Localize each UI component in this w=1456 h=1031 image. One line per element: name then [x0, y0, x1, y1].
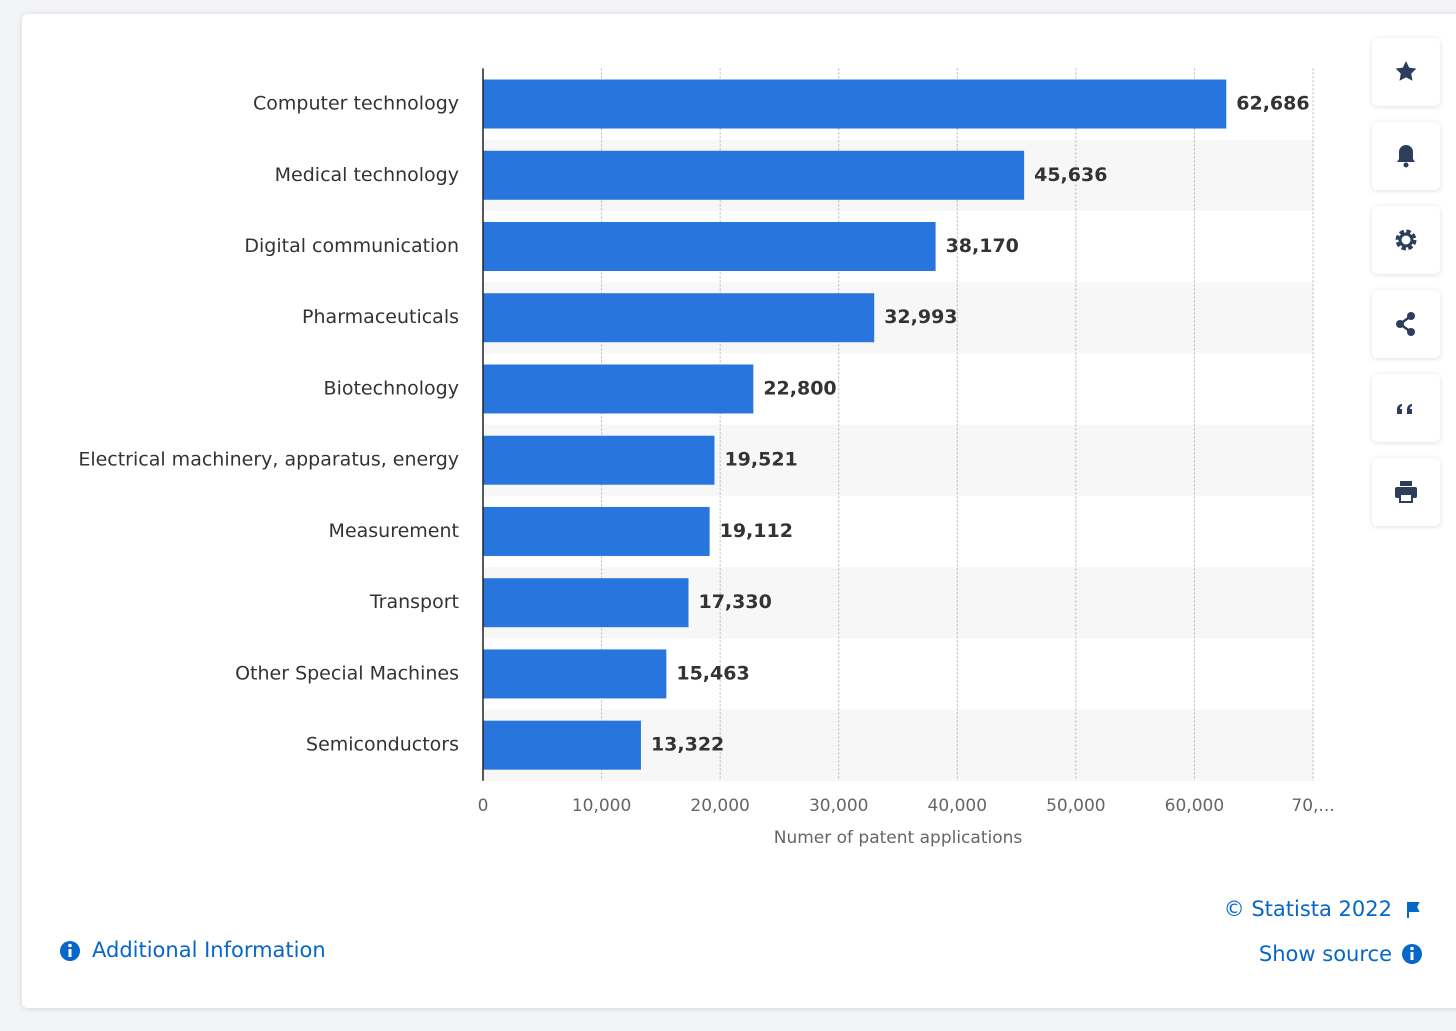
bar [483, 150, 1025, 200]
category-label: Computer technology [253, 93, 459, 115]
x-tick-label: 70,... [1291, 796, 1334, 816]
bar [483, 435, 715, 485]
value-label: 62,686 [1236, 93, 1309, 115]
value-label: 22,800 [763, 377, 836, 399]
bar [483, 222, 936, 271]
category-label: Digital communication [244, 235, 459, 257]
value-label: 15,463 [676, 662, 749, 684]
x-tick-label: 20,000 [690, 796, 749, 816]
show-source-link[interactable]: Show source [1259, 942, 1422, 966]
bar [483, 578, 689, 628]
x-axis-title: Numer of patent applications [774, 828, 1023, 848]
category-label: Semiconductors [306, 734, 459, 756]
value-label: 19,112 [720, 520, 793, 542]
value-label: 38,170 [946, 235, 1019, 257]
sidebar [1372, 38, 1440, 526]
bar [483, 293, 875, 343]
category-label: Pharmaceuticals [302, 306, 459, 328]
print-button[interactable] [1372, 458, 1440, 526]
category-label: Electrical machinery, apparatus, energy [78, 449, 459, 471]
settings-button[interactable] [1372, 206, 1440, 274]
x-tick-label: 60,000 [1165, 796, 1224, 816]
show-source: Show source [1259, 942, 1392, 966]
share-button[interactable] [1372, 290, 1440, 358]
notification-button[interactable] [1372, 122, 1440, 190]
x-tick-label: 0 [478, 796, 489, 816]
favorite-button[interactable] [1372, 38, 1440, 106]
x-tick-label: 30,000 [809, 796, 868, 816]
value-label: 45,636 [1034, 164, 1107, 186]
cite-button[interactable] [1372, 374, 1440, 442]
value-label: 32,993 [884, 306, 957, 328]
value-label: 19,521 [724, 449, 797, 471]
bar [483, 506, 710, 556]
category-label: Medical technology [275, 164, 459, 186]
category-label: Measurement [329, 520, 459, 542]
x-tick-label: 50,000 [1046, 796, 1105, 816]
copyright: © Statista 2022 [1224, 897, 1392, 921]
bar [483, 364, 754, 414]
bars: Computer technology 62,686 Medical technol… [78, 68, 1310, 781]
category-label: Transport [369, 591, 459, 613]
bar [483, 79, 1227, 129]
x-tick-label: 10,000 [572, 796, 631, 816]
value-label: 13,322 [651, 734, 724, 756]
copyright-link[interactable]: © Statista 2022 [1224, 897, 1420, 921]
additional-info: Additional Information [92, 938, 326, 962]
category-label: Biotechnology [324, 377, 459, 399]
additional-info-link[interactable]: Additional Information [60, 938, 326, 962]
bar [483, 649, 667, 699]
x-tick-label: 40,000 [928, 796, 987, 816]
bar [483, 720, 641, 770]
category-label: Other Special Machines [235, 662, 459, 684]
value-label: 17,330 [698, 591, 771, 613]
